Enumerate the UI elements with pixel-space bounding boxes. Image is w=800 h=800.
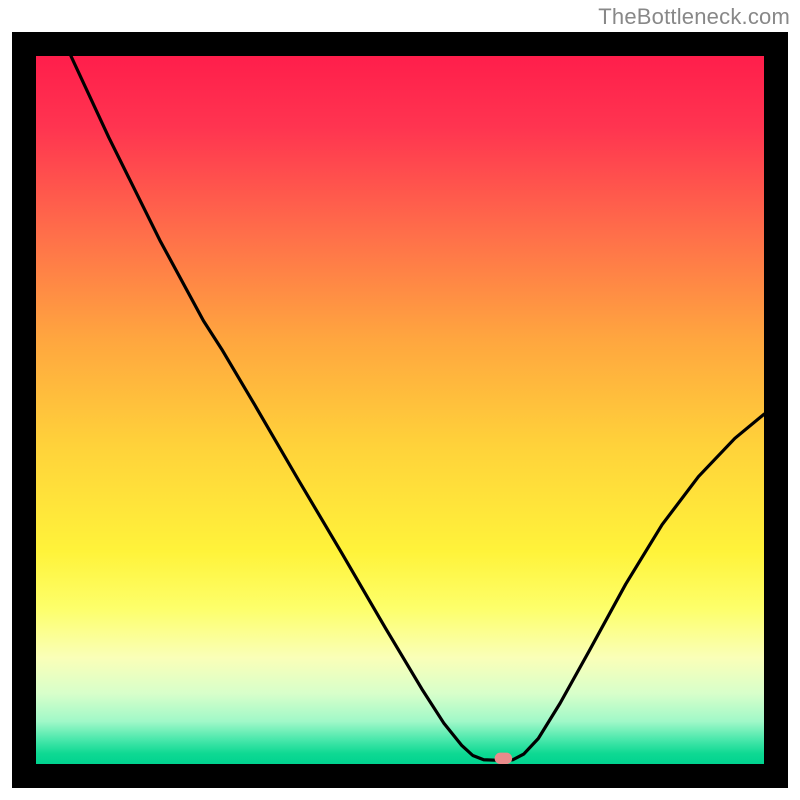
optimal-point-marker: [495, 753, 512, 764]
chart-frame: TheBottleneck.com: [0, 0, 800, 800]
plot-area: [12, 32, 788, 788]
chart-svg: [12, 32, 788, 788]
watermark-text: TheBottleneck.com: [598, 4, 790, 30]
gradient-background: [36, 56, 764, 764]
